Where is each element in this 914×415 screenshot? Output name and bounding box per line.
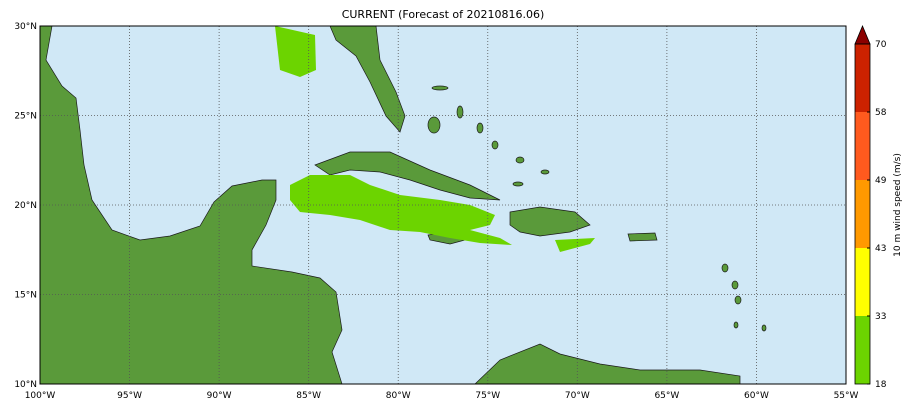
land-south-america — [474, 343, 741, 384]
colorbar-segment — [855, 316, 870, 384]
colorbar: 18 33 43 49 58 70 — [854, 24, 887, 390]
lon-label: 90°W — [207, 391, 232, 401]
lon-label: 100°W — [25, 391, 56, 401]
lat-label: 30°N — [14, 22, 37, 32]
land-florida — [329, 26, 406, 133]
wind-swath-caribbean — [290, 175, 512, 245]
lon-label: 55°W — [834, 391, 859, 401]
wind-swath-gulf — [275, 26, 316, 77]
land-puerto-rico — [627, 232, 658, 242]
lat-label: 15°N — [14, 291, 37, 301]
map-frame — [39, 25, 847, 385]
colorbar-tick-label: 70 — [875, 40, 887, 50]
colorbar-tick-label: 49 — [875, 176, 887, 186]
lon-label: 75°W — [475, 391, 500, 401]
land-cuba — [314, 151, 501, 201]
lon-label: 95°W — [117, 391, 142, 401]
wind-swath-hispaniola-south — [555, 238, 595, 252]
lat-label: 25°N — [14, 112, 37, 122]
colorbar-segment — [855, 180, 870, 248]
wind-swath-layer — [275, 26, 595, 252]
lat-label: 20°N — [14, 201, 37, 211]
lon-label: 65°W — [654, 391, 679, 401]
colorbar-segment — [855, 248, 870, 316]
land-lesser-antilles — [721, 263, 767, 332]
lon-label: 80°W — [386, 391, 411, 401]
land-hispaniola — [509, 206, 591, 237]
graticule — [40, 26, 846, 384]
colorbar-frame — [854, 43, 871, 385]
colorbar-segment — [855, 112, 870, 180]
colorbar-tick-label: 18 — [875, 380, 887, 390]
axis-labels: 100°W 95°W 90°W 85°W 80°W 75°W 70°W 65°W 60°W 55°… — [14, 22, 858, 401]
lon-label: 70°W — [565, 391, 590, 401]
land-bahamas — [427, 85, 550, 187]
colorbar-segment — [855, 44, 870, 112]
colorbar-extend-arrow — [854, 24, 871, 45]
lat-label: 10°N — [14, 380, 37, 390]
colorbar-tick-label: 33 — [875, 312, 886, 322]
colorbar-tick-label: 43 — [875, 244, 886, 254]
lon-label: 60°W — [744, 391, 769, 401]
colorbar-tick-label: 58 — [875, 108, 887, 118]
lon-label: 85°W — [296, 391, 321, 401]
map-title: CURRENT (Forecast of 20210816.06) — [342, 8, 545, 21]
colorbar-label: 10 m wind speed (m/s) — [893, 153, 903, 257]
